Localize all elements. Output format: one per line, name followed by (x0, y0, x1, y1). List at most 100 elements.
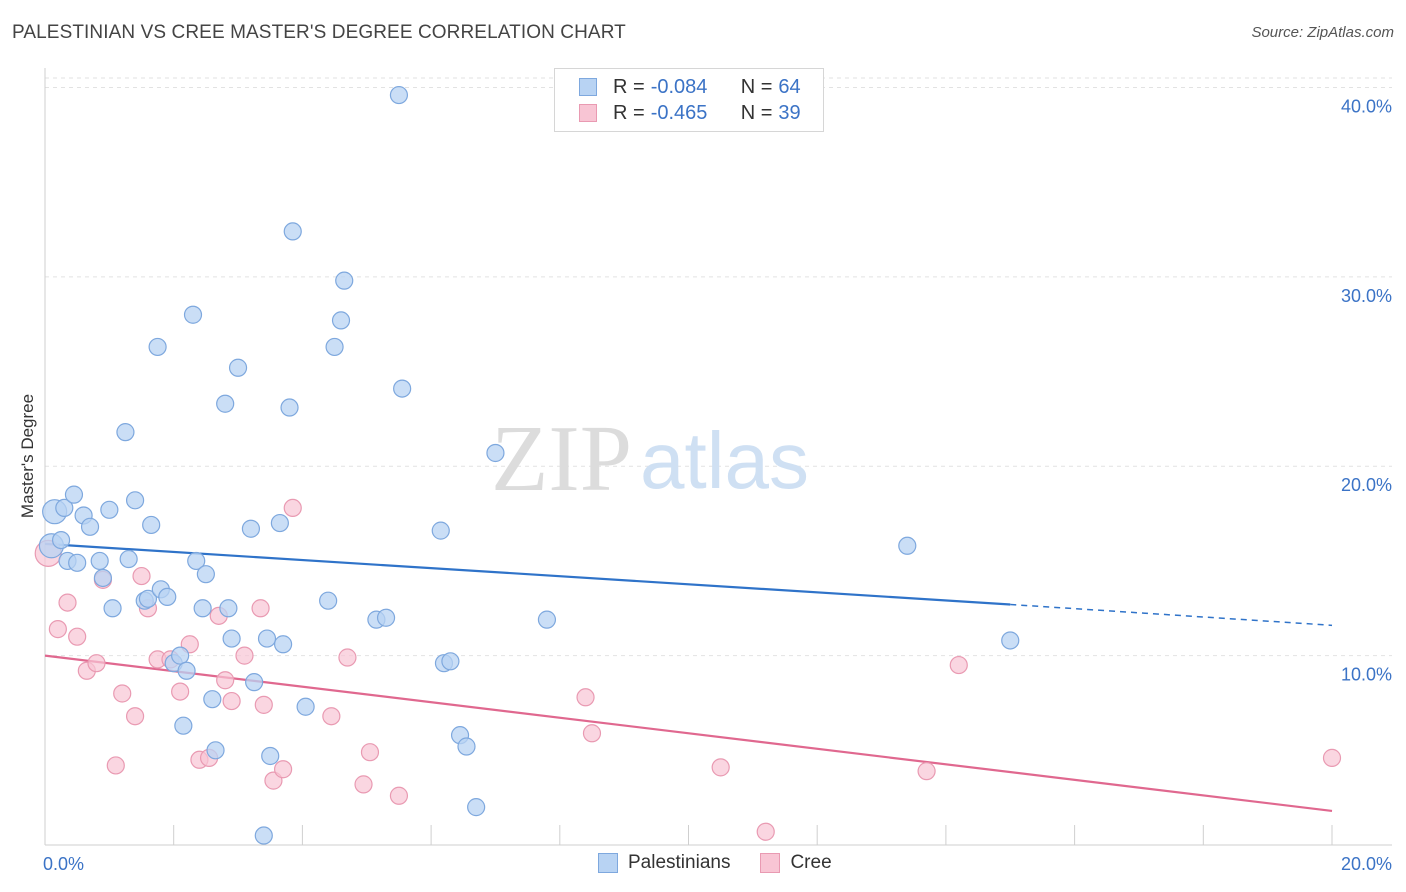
cree-point (132, 566, 151, 586)
palestinians-point (245, 673, 264, 692)
n-value: 64 (778, 75, 801, 98)
palestinians-point (898, 536, 917, 555)
cree-point (171, 682, 190, 701)
palestinians-point (335, 271, 354, 290)
cree-point (917, 762, 936, 781)
y-tick-label: 30.0% (1341, 286, 1392, 306)
chart-source: Source: ZipAtlas.com (1251, 24, 1394, 41)
cree-point (68, 627, 87, 646)
r-label: R = (613, 75, 645, 98)
cree-point (576, 688, 595, 707)
cree-point (360, 743, 380, 762)
palestinians-point (64, 485, 84, 504)
palestinians-point (177, 661, 196, 680)
stats-legend: R = -0.084 N = 64 R = -0.465 N = 39 (554, 68, 824, 132)
cree-swatch (579, 104, 597, 122)
palestinians-point (93, 568, 113, 588)
palestinians-point (80, 517, 100, 536)
palestinians-point (376, 608, 396, 627)
palestinians-point (187, 551, 206, 571)
palestinians-point (51, 530, 71, 550)
palestinians-point (393, 379, 412, 398)
palestinians-swatch (579, 78, 597, 96)
n-label: N = (740, 75, 773, 98)
palestinians-points (38, 85, 1020, 845)
cree-point (113, 684, 132, 703)
cree-point (106, 756, 125, 775)
r-value: -0.465 (650, 101, 708, 124)
y-tick-label: 10.0% (1341, 665, 1392, 685)
palestinians-point (241, 519, 261, 538)
palestinians-point (486, 443, 505, 463)
cree-point (222, 691, 241, 711)
watermark-atlas: atlas (640, 416, 809, 505)
palestinians-point (431, 521, 450, 540)
palestinians-point (273, 635, 293, 654)
palestinians-point (206, 741, 225, 760)
cree-point (582, 724, 602, 743)
cree-point (711, 758, 730, 777)
palestinians-point (68, 553, 87, 572)
r-value: -0.084 (650, 75, 708, 98)
palestinians-point (183, 305, 203, 324)
chart-title: PALESTINIAN VS CREE MASTER'S DEGREE CORR… (12, 22, 626, 43)
watermark-zip: ZIP (491, 407, 632, 511)
series-legend: Palestinians Cree (598, 852, 862, 874)
palestinians-point (280, 398, 299, 417)
cree-point (251, 599, 270, 618)
cree-point (58, 593, 77, 612)
palestinians-point (142, 515, 161, 535)
legend-item-cree[interactable]: Cree (760, 852, 832, 874)
palestinians-point (257, 629, 277, 648)
y-axis-label: Master's Degree (18, 394, 37, 518)
palestinians-legend-label: Palestinians (628, 852, 731, 873)
cree-point (322, 707, 341, 726)
cree-point (756, 822, 775, 841)
palestinians-point (261, 746, 280, 766)
palestinians-point (174, 716, 193, 735)
palestinians-point (158, 587, 177, 607)
cree-point (254, 695, 273, 714)
tick-labels: 10.0% 20.0% 30.0% 40.0% 0.0% 20.0% (43, 96, 1392, 874)
palestinians-point (457, 737, 476, 756)
palestinians-point (319, 591, 338, 610)
cree-point (125, 707, 145, 726)
palestinians-trend-line (44, 542, 1011, 606)
palestinians-point (222, 629, 241, 648)
cree-point (389, 786, 409, 805)
palestinians-point (125, 491, 145, 510)
cree-point (354, 775, 373, 794)
palestinians-point (219, 599, 238, 618)
palestinians-point (193, 599, 212, 618)
palestinians-point (331, 311, 351, 330)
palestinians-point (1001, 631, 1020, 650)
cree-legend-swatch (760, 853, 781, 873)
palestinians-point (55, 498, 74, 517)
palestinians-point (138, 589, 158, 608)
palestinians-point (389, 85, 409, 105)
palestinians-point (325, 337, 344, 357)
palestinians-point (283, 222, 302, 241)
palestinians-point (254, 826, 273, 845)
cree-point (87, 654, 106, 673)
palestinians-legend-swatch (598, 853, 618, 873)
palestinians-point (441, 652, 460, 671)
palestinians-point (103, 599, 122, 618)
palestinians-point (203, 690, 222, 709)
palestinians-point (216, 394, 235, 413)
legend-item-palestinians[interactable]: Palestinians (598, 852, 730, 874)
legend-row-palestinians: R = -0.084 N = 64 (579, 74, 801, 100)
palestinians-point (196, 565, 215, 584)
palestinians-trend-extension (1010, 603, 1333, 627)
cree-point (273, 760, 293, 779)
cree-trend-line (44, 654, 1333, 813)
palestinians-point (270, 513, 289, 533)
trend-lines (44, 542, 1333, 813)
r-label: R = (613, 101, 645, 124)
palestinians-point (467, 798, 486, 817)
palestinians-point (537, 610, 557, 629)
palestinians-point (116, 423, 135, 442)
cree-point (48, 620, 67, 639)
palestinians-point (100, 500, 119, 519)
